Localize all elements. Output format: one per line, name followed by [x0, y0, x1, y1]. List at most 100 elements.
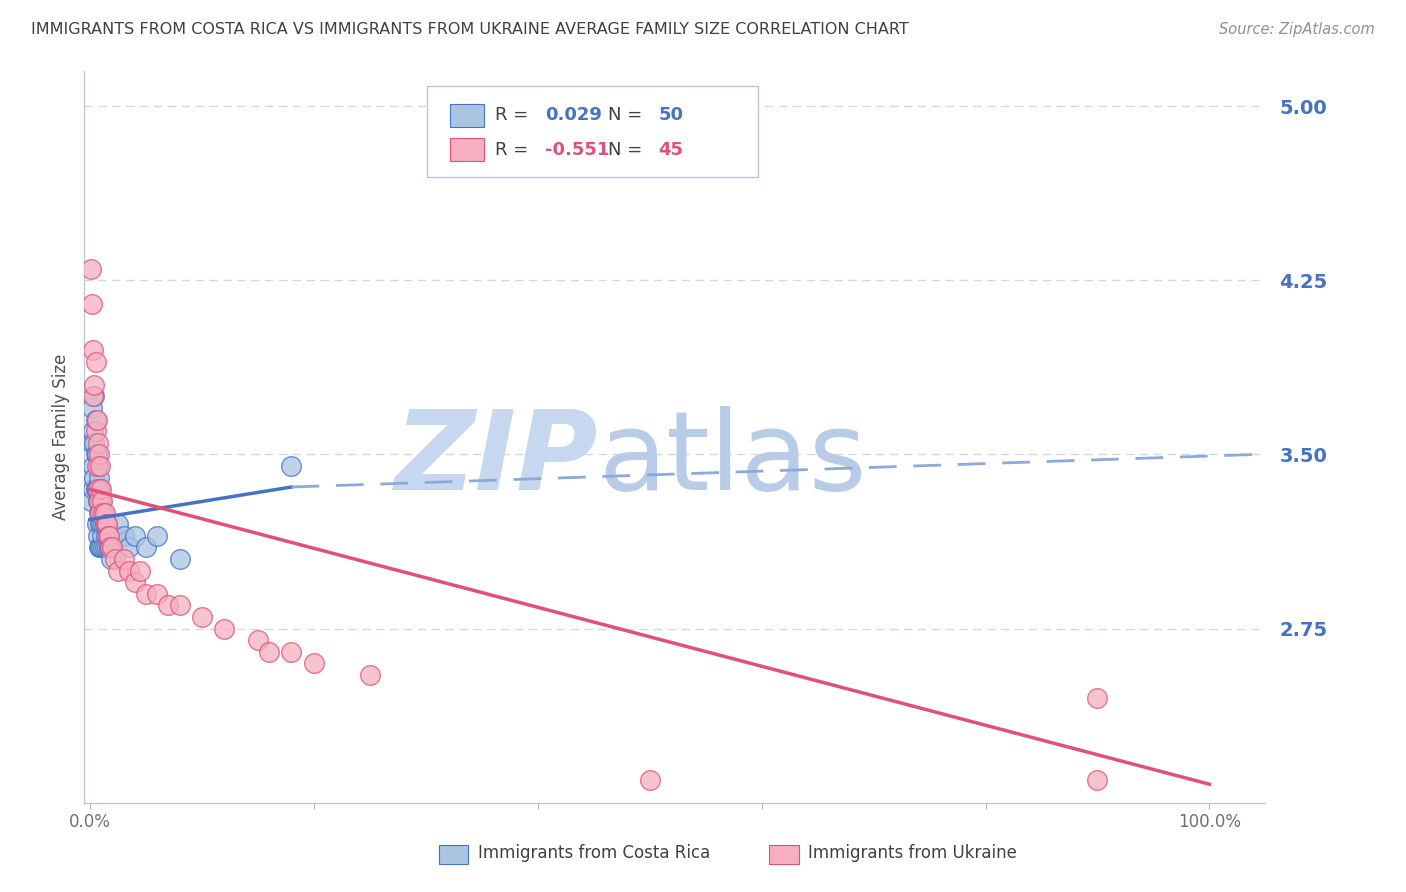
- Text: R =: R =: [495, 141, 534, 159]
- Point: [90, 494, 112, 508]
- Point: [82, 389, 104, 403]
- Point: [91, 494, 114, 508]
- Point: [89, 459, 111, 474]
- Point: [1087, 772, 1109, 787]
- Point: [80, 494, 103, 508]
- Point: [359, 668, 381, 682]
- Point: [280, 459, 302, 474]
- Point: [157, 599, 180, 613]
- Point: [84, 424, 107, 438]
- Point: [96, 517, 118, 532]
- Point: [112, 552, 135, 566]
- Text: R =: R =: [495, 106, 534, 124]
- Y-axis label: Average Family Size: Average Family Size: [52, 354, 70, 520]
- Point: [89, 541, 111, 555]
- Point: [90, 541, 112, 555]
- Point: [83, 471, 105, 485]
- Point: [86, 459, 108, 474]
- FancyBboxPatch shape: [450, 138, 484, 161]
- Point: [129, 564, 152, 578]
- Point: [101, 541, 124, 555]
- Point: [638, 772, 661, 787]
- Point: [246, 633, 269, 648]
- Point: [135, 541, 157, 555]
- Text: Immigrants from Costa Rica: Immigrants from Costa Rica: [478, 844, 710, 863]
- Point: [112, 529, 135, 543]
- Text: N =: N =: [607, 106, 648, 124]
- Point: [107, 517, 129, 532]
- FancyBboxPatch shape: [450, 103, 484, 127]
- Point: [98, 529, 121, 543]
- Point: [214, 622, 236, 636]
- Point: [257, 645, 280, 659]
- Point: [86, 448, 108, 462]
- Point: [93, 506, 115, 520]
- Text: ZIP: ZIP: [395, 406, 598, 513]
- Point: [101, 541, 124, 555]
- Point: [118, 564, 141, 578]
- Text: IMMIGRANTS FROM COSTA RICA VS IMMIGRANTS FROM UKRAINE AVERAGE FAMILY SIZE CORREL: IMMIGRANTS FROM COSTA RICA VS IMMIGRANTS…: [31, 22, 908, 37]
- Point: [87, 494, 110, 508]
- Point: [97, 529, 120, 543]
- Point: [89, 506, 111, 520]
- Point: [84, 448, 107, 462]
- Point: [93, 517, 115, 532]
- Text: 0.029: 0.029: [546, 106, 602, 124]
- Text: 45: 45: [658, 141, 683, 159]
- Text: atlas: atlas: [598, 406, 866, 513]
- Point: [100, 552, 122, 566]
- Point: [82, 436, 104, 450]
- Point: [82, 343, 104, 357]
- Point: [82, 296, 104, 310]
- Point: [280, 645, 302, 659]
- Point: [87, 541, 110, 555]
- Point: [87, 436, 110, 450]
- Point: [87, 529, 110, 543]
- Point: [82, 483, 104, 497]
- Point: [83, 389, 105, 403]
- Point: [98, 541, 121, 555]
- Point: [1087, 691, 1109, 706]
- Point: [90, 517, 112, 532]
- Point: [87, 494, 110, 508]
- Point: [169, 599, 191, 613]
- Point: [124, 529, 146, 543]
- Point: [118, 541, 141, 555]
- Point: [87, 506, 110, 520]
- Point: [84, 483, 107, 497]
- Point: [83, 436, 105, 450]
- Text: 50: 50: [658, 106, 683, 124]
- Point: [93, 506, 115, 520]
- Point: [82, 459, 104, 474]
- FancyBboxPatch shape: [769, 846, 799, 864]
- Text: Source: ZipAtlas.com: Source: ZipAtlas.com: [1219, 22, 1375, 37]
- Point: [93, 541, 115, 555]
- FancyBboxPatch shape: [427, 86, 758, 178]
- Point: [191, 610, 214, 624]
- Point: [93, 517, 115, 532]
- Text: Immigrants from Ukraine: Immigrants from Ukraine: [808, 844, 1017, 863]
- FancyBboxPatch shape: [439, 846, 468, 864]
- Point: [107, 564, 129, 578]
- Point: [87, 471, 110, 485]
- Point: [97, 529, 120, 543]
- Point: [82, 401, 104, 415]
- Point: [124, 575, 146, 590]
- Point: [169, 552, 191, 566]
- Point: [83, 377, 105, 392]
- Point: [84, 354, 107, 368]
- Point: [90, 483, 112, 497]
- Point: [96, 541, 118, 555]
- Point: [91, 529, 114, 543]
- Point: [87, 448, 110, 462]
- Text: -0.551: -0.551: [546, 141, 609, 159]
- Point: [86, 412, 108, 426]
- Point: [89, 483, 111, 497]
- Point: [82, 424, 104, 438]
- Point: [87, 459, 110, 474]
- Text: N =: N =: [607, 141, 648, 159]
- Point: [91, 506, 114, 520]
- Point: [135, 587, 157, 601]
- Point: [302, 657, 325, 671]
- Point: [103, 552, 125, 566]
